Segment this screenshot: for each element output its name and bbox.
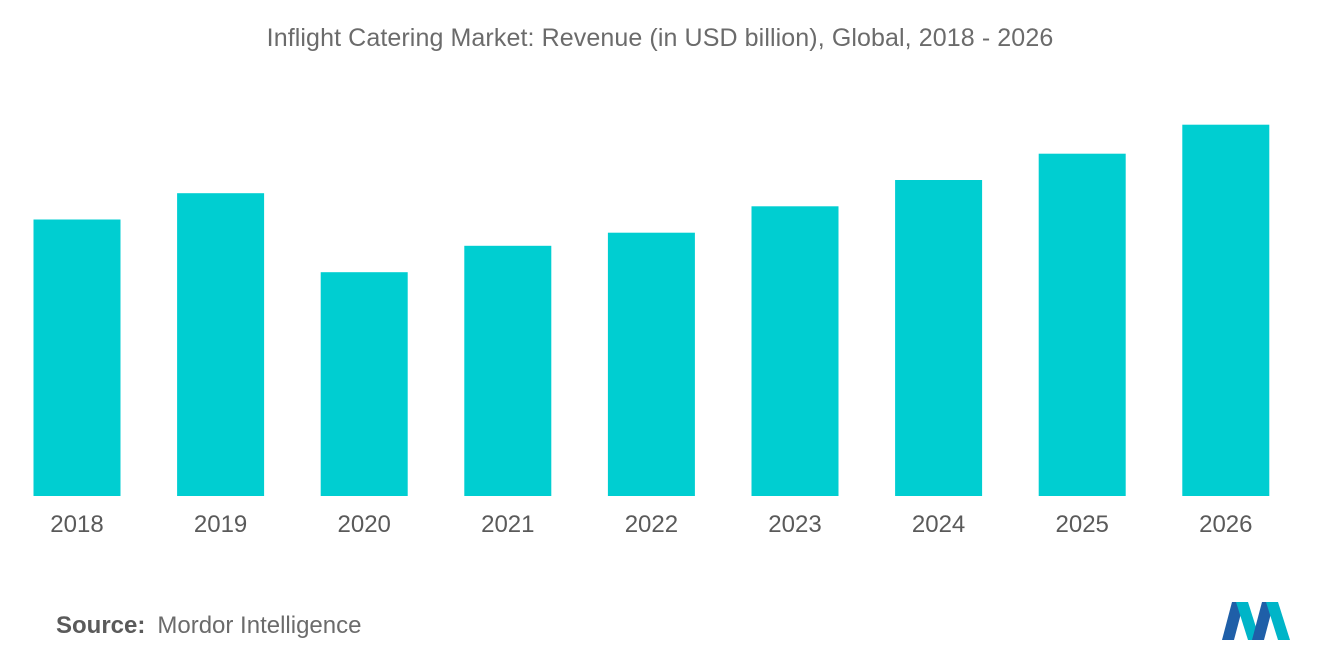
x-tick-label-2019: 2019: [194, 511, 247, 538]
x-tick-label-2023: 2023: [768, 511, 821, 538]
source-text: Mordor Intelligence: [157, 612, 362, 639]
bar-2019: [177, 193, 265, 496]
source-note: Source: Mordor Intelligence: [56, 612, 361, 640]
x-tick-label-2024: 2024: [912, 511, 965, 538]
bar-2018: [33, 219, 121, 496]
bar-2024: [895, 180, 983, 496]
bar-2020: [320, 272, 408, 496]
x-tick-label-2018: 2018: [50, 511, 103, 538]
x-tick-label-2022: 2022: [625, 511, 678, 538]
bar-2022: [607, 232, 695, 496]
x-tick-label-2020: 2020: [338, 511, 391, 538]
x-tick-label-2025: 2025: [1056, 511, 1109, 538]
x-tick-label-2026: 2026: [1199, 511, 1252, 538]
bar-2026: [1182, 124, 1270, 496]
x-tick-label-2021: 2021: [481, 511, 534, 538]
bar-2021: [464, 245, 552, 496]
mordor-intelligence-logo-icon: [1222, 602, 1290, 640]
source-label: Source:: [56, 612, 146, 639]
bar-2025: [1038, 153, 1126, 496]
bar-2023: [751, 206, 839, 497]
chart-title: Inflight Catering Market: Revenue (in US…: [266, 24, 1054, 52]
